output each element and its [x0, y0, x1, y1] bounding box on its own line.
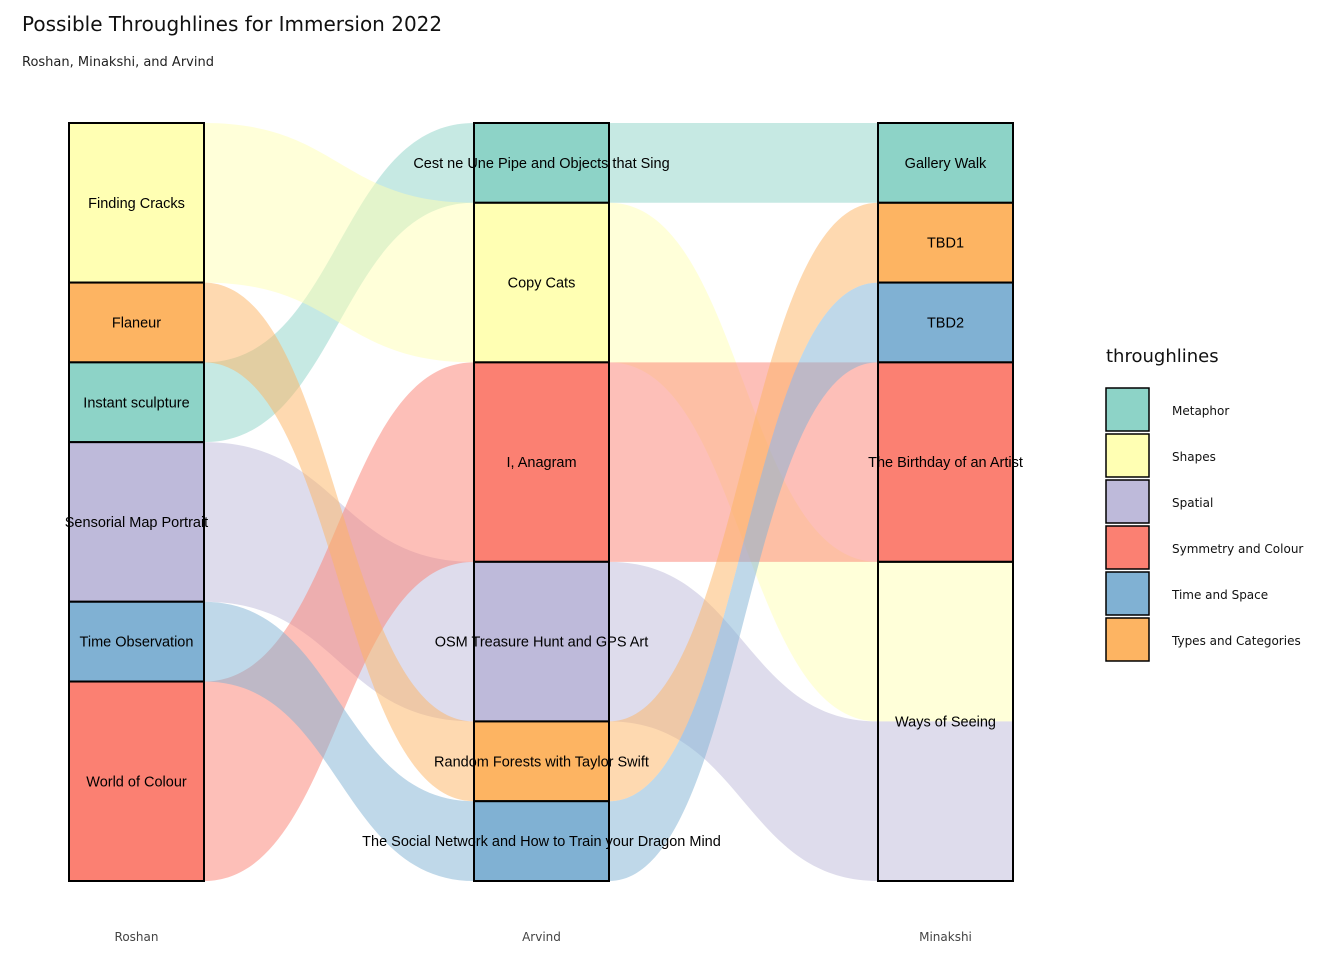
legend-key-metaphor	[1105, 387, 1150, 432]
stratum-copy-cats	[473, 201, 610, 364]
flow-shapes-0	[204, 123, 474, 363]
stratum-label-instant-sculpture: Instant sculpture	[83, 395, 189, 411]
legend-label-types-and-categories: Types and Categories	[1171, 634, 1301, 648]
nodes-layer: Finding Cracks Flaneur Instant sculpture Se…	[65, 122, 1023, 882]
stratum-label-finding-cracks: Finding Cracks	[88, 196, 185, 212]
stratum-label-i-anagram: I, Anagram	[506, 455, 576, 471]
stratum-finding-cracks	[68, 122, 205, 284]
flow-spatial-1	[609, 561, 878, 881]
stratum-label-tbd2: TBD2	[927, 315, 964, 331]
legend-label-metaphor: Metaphor	[1172, 404, 1229, 418]
stratum-the-social-network-and-how-to-train-your-dragon-mind	[473, 800, 610, 882]
stratum-fill-spatial	[878, 721, 1013, 881]
stratum-label-flaneur: Flaneur	[112, 315, 161, 331]
flow-metaphor-1	[609, 123, 878, 203]
legend-label-time-and-space: Time and Space	[1171, 588, 1268, 602]
legend-label-spatial: Spatial	[1172, 496, 1213, 510]
stratum-label-the-social-network-and-how-to-train-your-dragon-mind: The Social Network and How to Train your…	[362, 834, 721, 850]
flow-types-and-categories-1	[609, 202, 878, 802]
axis-label-minakshi: Minakshi	[919, 930, 972, 944]
stratum-time-observation	[68, 600, 205, 683]
stratum-instant-sculpture	[68, 361, 205, 444]
stratum-label-sensorial-map-portrait: Sensorial Map Portrait	[65, 515, 208, 531]
stratum-the-birthday-of-an-artist	[877, 361, 1014, 563]
flows-layer	[204, 123, 878, 881]
stratum-label-the-birthday-of-an-artist: The Birthday of an Artist	[868, 455, 1023, 471]
stratum-label-world-of-colour: World of Colour	[86, 774, 187, 790]
legend-key-types-and-categories	[1105, 617, 1150, 662]
legend-key-shapes	[1105, 433, 1150, 478]
stratum-label-tbd1: TBD1	[927, 236, 964, 252]
axis-labels: Roshan Arvind Minakshi	[115, 930, 972, 944]
axis-label-arvind: Arvind	[522, 930, 561, 944]
stratum-i-anagram	[473, 361, 610, 563]
legend: throughlines Metaphor Shapes Spatial Symmet…	[1105, 346, 1303, 662]
stratum-cest-ne-une-pipe-and-objects-that-sing	[473, 122, 610, 204]
legend-key-symmetry-and-colour	[1105, 525, 1150, 570]
stratum-label-random-forests-with-taylor-swift: Random Forests with Taylor Swift	[434, 754, 649, 770]
legend-key-spatial	[1105, 479, 1150, 524]
legend-title: throughlines	[1106, 346, 1219, 367]
flow-time-and-space-1	[609, 282, 878, 881]
stratum-label-ways-of-seeing: Ways of Seeing	[895, 714, 996, 730]
chart-subtitle: Roshan, Minakshi, and Arvind	[22, 55, 214, 70]
stratum-label-cest-ne-une-pipe-and-objects-that-sing: Cest ne Une Pipe and Objects that Sing	[413, 156, 669, 172]
stratum-label-time-observation: Time Observation	[80, 635, 194, 651]
legend-key-time-and-space	[1105, 571, 1150, 616]
stratum-osm-treasure-hunt-and-gps-art	[473, 560, 610, 723]
axis-label-roshan: Roshan	[115, 930, 159, 944]
stratum-label-gallery-walk: Gallery Walk	[905, 156, 987, 172]
stratum-world-of-colour	[68, 680, 205, 882]
stratum-label-copy-cats: Copy Cats	[508, 276, 576, 292]
stratum-tbd2	[877, 281, 1014, 364]
flow-symmetry-and-colour-0	[204, 362, 474, 881]
stratum-random-forests-with-taylor-swift	[473, 720, 610, 803]
legend-label-shapes: Shapes	[1172, 450, 1216, 464]
stratum-fill-shapes	[878, 561, 1013, 722]
chart-title: Possible Throughlines for Immersion 2022	[22, 12, 442, 36]
legend-label-symmetry-and-colour: Symmetry and Colour	[1172, 542, 1303, 556]
flow-types-and-categories-0	[204, 282, 474, 802]
stratum-label-osm-treasure-hunt-and-gps-art: OSM Treasure Hunt and GPS Art	[435, 635, 649, 651]
flow-time-and-space-0	[204, 601, 474, 881]
stratum-ways-of-seeing	[877, 560, 1014, 882]
